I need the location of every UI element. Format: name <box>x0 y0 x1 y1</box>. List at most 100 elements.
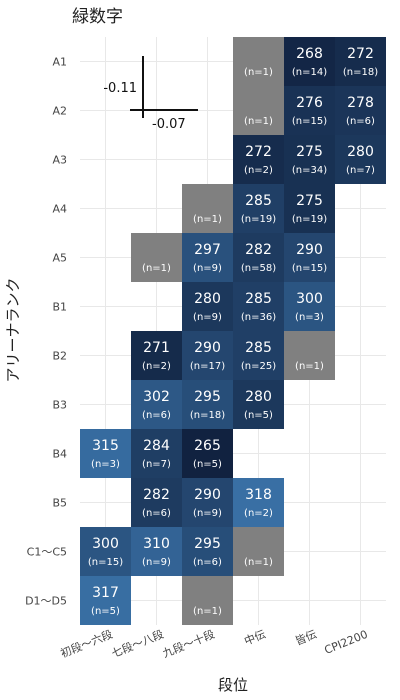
y-tick-label: A1 <box>52 56 67 69</box>
heatmap-cell: 317 (n=5) <box>80 576 131 625</box>
heatmap-cell-rect <box>182 527 233 576</box>
heatmap-cell: 310 (n=9) <box>131 527 182 576</box>
cell-value-label: 285 <box>245 193 272 209</box>
y-tick-label: B2 <box>52 350 67 363</box>
cell-value-label: 275 <box>296 193 323 209</box>
heatmap-cell: (n=1) <box>131 233 182 282</box>
cell-count-label: (n=6) <box>193 557 222 568</box>
heatmap-cell: 280 (n=9) <box>182 282 233 331</box>
cell-value-label: 280 <box>245 389 272 405</box>
cell-count-label: (n=17) <box>190 361 225 372</box>
cell-count-label: (n=1) <box>295 361 324 372</box>
heatmap-cell-rect <box>182 282 233 331</box>
cell-count-label: (n=19) <box>241 214 276 225</box>
heatmap-cells: (n=1) 268 (n=14) 272 (n=18) (n=1) 276 (n=15) 278… <box>80 37 386 625</box>
cell-value-label: 302 <box>143 389 170 405</box>
heatmap-cell-rect <box>131 429 182 478</box>
cell-count-label: (n=9) <box>142 557 171 568</box>
heatmap-cell: 284 (n=7) <box>131 429 182 478</box>
heatmap-cell-rect <box>335 37 386 86</box>
cell-value-label: 300 <box>296 291 323 307</box>
chart-title: 緑数字 <box>72 7 123 27</box>
heatmap-cell-rect <box>182 478 233 527</box>
heatmap-cell-rect <box>284 184 335 233</box>
y-tick-label: B4 <box>52 448 67 461</box>
heatmap-cell-rect <box>182 184 233 233</box>
heatmap-cell: 295 (n=6) <box>182 527 233 576</box>
heatmap-cell: (n=1) <box>182 576 233 625</box>
cell-value-label: 285 <box>245 340 272 356</box>
heatmap-cell-rect <box>80 576 131 625</box>
cell-count-label: (n=34) <box>292 165 327 176</box>
heatmap-cell: 271 (n=2) <box>131 331 182 380</box>
heatmap-cell-rect <box>233 380 284 429</box>
heatmap-cell-rect <box>233 282 284 331</box>
cell-count-label: (n=25) <box>241 361 276 372</box>
heatmap-cell: 300 (n=15) <box>80 527 131 576</box>
heatmap-cell: 280 (n=5) <box>233 380 284 429</box>
cell-count-label: (n=2) <box>244 508 273 519</box>
heatmap-cell-rect <box>233 37 284 86</box>
cell-count-label: (n=2) <box>244 165 273 176</box>
heatmap-cell-rect <box>131 331 182 380</box>
cell-value-label: 268 <box>296 46 323 62</box>
heatmap-cell: 300 (n=3) <box>284 282 335 331</box>
heatmap-cell-rect <box>284 331 335 380</box>
cell-value-label: 290 <box>194 487 221 503</box>
cell-value-label: 278 <box>347 95 374 111</box>
heatmap-cell: 295 (n=18) <box>182 380 233 429</box>
heatmap-cell-rect <box>80 429 131 478</box>
heatmap-cell: 315 (n=3) <box>80 429 131 478</box>
cell-value-label: 282 <box>245 242 272 258</box>
x-tick-label: 七段～八段 <box>109 627 165 661</box>
x-tick-label: 中伝 <box>242 628 267 648</box>
x-tick-label: 皆伝 <box>293 628 318 648</box>
cell-value-label: 272 <box>347 46 374 62</box>
cell-count-label: (n=9) <box>193 263 222 274</box>
y-tick-label: A3 <box>52 154 67 167</box>
heatmap-cell: 285 (n=19) <box>233 184 284 233</box>
y-tick-label: A2 <box>52 105 67 118</box>
y-tick-label: A4 <box>52 203 67 216</box>
cell-value-label: 318 <box>245 487 272 503</box>
heatmap-cell: 275 (n=19) <box>284 184 335 233</box>
heatmap-cell-rect <box>182 576 233 625</box>
cell-value-label: 310 <box>143 536 170 552</box>
heatmap-cell: 272 (n=2) <box>233 135 284 184</box>
cell-count-label: (n=18) <box>190 410 225 421</box>
heatmap-cell: 290 (n=17) <box>182 331 233 380</box>
heatmap-cell-rect <box>284 233 335 282</box>
heatmap-cell: 318 (n=2) <box>233 478 284 527</box>
heatmap-cell: 275 (n=34) <box>284 135 335 184</box>
cell-count-label: (n=15) <box>292 116 327 127</box>
cell-value-label: 280 <box>347 144 374 160</box>
cell-count-label: (n=1) <box>244 116 273 127</box>
heatmap-cell: 285 (n=36) <box>233 282 284 331</box>
cell-value-label: 295 <box>194 536 221 552</box>
cell-value-label: 272 <box>245 144 272 160</box>
cell-count-label: (n=58) <box>241 263 276 274</box>
heatmap-cell-rect <box>131 527 182 576</box>
cell-count-label: (n=3) <box>91 459 120 470</box>
cell-count-label: (n=9) <box>193 508 222 519</box>
heatmap-cell: 280 (n=7) <box>335 135 386 184</box>
heatmap-cell-rect <box>182 331 233 380</box>
heatmap-cell-rect <box>284 86 335 135</box>
cell-value-label: 271 <box>143 340 170 356</box>
cell-value-label: 290 <box>296 242 323 258</box>
cell-count-label: (n=1) <box>193 606 222 617</box>
inset-vertical-label: -0.11 <box>103 81 137 96</box>
y-tick-labels: A1 A2 A3 A4 A5 B1 B2 B3 B4 B5 C1～C5 D1～D5 <box>25 56 67 608</box>
inset-horizontal-label: -0.07 <box>152 117 186 132</box>
y-tick-label: D1～D5 <box>25 595 67 608</box>
heatmap-cell-rect <box>335 86 386 135</box>
heatmap-cell-rect <box>80 527 131 576</box>
heatmap-cell: 268 (n=14) <box>284 37 335 86</box>
cell-count-label: (n=7) <box>346 165 375 176</box>
cell-count-label: (n=1) <box>193 214 222 225</box>
cell-value-label: 300 <box>92 536 119 552</box>
heatmap-cell: (n=1) <box>182 184 233 233</box>
cell-value-label: 284 <box>143 438 170 454</box>
heatmap-cell: 285 (n=25) <box>233 331 284 380</box>
heatmap-cell: 272 (n=18) <box>335 37 386 86</box>
